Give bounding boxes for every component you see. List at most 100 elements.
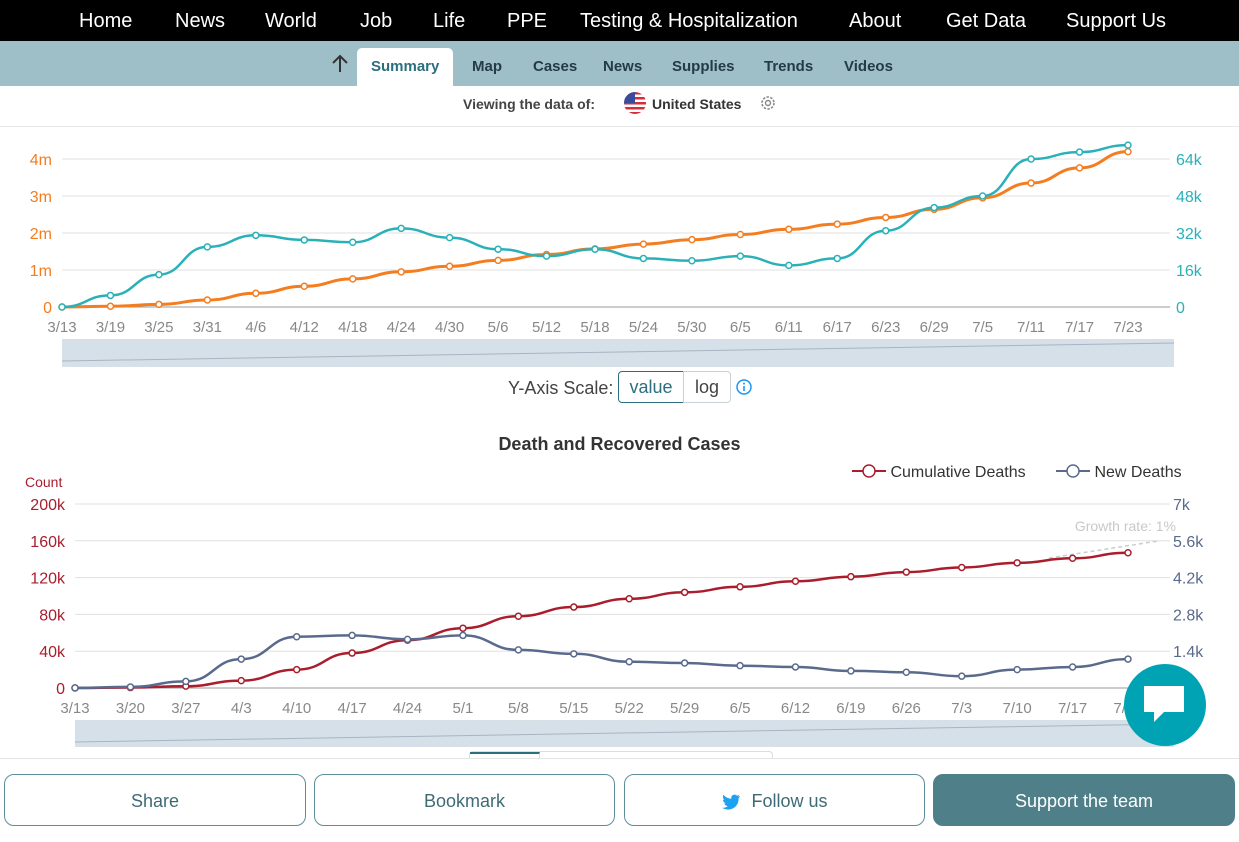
new-deaths-point[interactable] [182, 677, 190, 686]
country-name[interactable]: United States [652, 96, 742, 112]
cumulative-cases-point[interactable] [300, 282, 309, 291]
new-cases-point[interactable] [930, 203, 938, 212]
tab-news[interactable]: News [603, 58, 643, 75]
scale-toggle-partial[interactable] [469, 751, 773, 760]
nav-news[interactable]: News [175, 10, 226, 32]
nav-get-data[interactable]: Get Data [946, 10, 1027, 32]
cumulative-deaths-point[interactable] [514, 612, 523, 620]
new-cases-point[interactable] [1124, 141, 1132, 149]
scale-value-button[interactable]: value [618, 371, 684, 403]
info-icon[interactable] [736, 379, 752, 395]
cumulative-cases-point[interactable] [397, 268, 405, 276]
new-deaths-point[interactable] [1068, 663, 1077, 671]
new-deaths-point[interactable] [736, 661, 744, 670]
new-cases-point[interactable] [639, 254, 648, 263]
follow-us-button[interactable]: Follow us [624, 774, 925, 826]
tab-map[interactable]: Map [472, 58, 502, 75]
new-deaths-point[interactable] [902, 668, 911, 676]
cumulative-deaths-point[interactable] [902, 568, 911, 576]
new-deaths-point[interactable] [514, 646, 523, 654]
cumulative-cases-point[interactable] [881, 213, 890, 222]
new-cases-point[interactable] [203, 243, 212, 251]
new-deaths-point[interactable] [1013, 665, 1021, 674]
cumulative-cases-point[interactable] [252, 289, 260, 298]
new-deaths-point[interactable] [680, 659, 689, 667]
nav-ppe[interactable]: PPE [507, 10, 548, 32]
new-cases-point[interactable] [978, 192, 987, 200]
new-cases-point[interactable] [494, 245, 502, 253]
cumulative-cases-point[interactable] [1075, 164, 1084, 172]
bookmark-button[interactable]: Bookmark [314, 774, 615, 826]
cumulative-cases-point[interactable] [106, 302, 115, 311]
chat-button[interactable] [1124, 664, 1206, 746]
arrow-up-icon[interactable] [329, 53, 351, 75]
cumulative-deaths-point[interactable] [459, 624, 467, 632]
new-cases-point[interactable] [542, 252, 551, 260]
new-cases-point[interactable] [1027, 155, 1035, 163]
tab-trends[interactable]: Trends [764, 58, 814, 75]
new-cases-point[interactable] [397, 224, 405, 233]
new-deaths-point[interactable] [71, 684, 79, 692]
nav-support-us[interactable]: Support Us [1066, 10, 1167, 32]
cumulative-cases-point[interactable] [688, 235, 696, 244]
new-deaths-point[interactable] [237, 655, 246, 663]
cumulative-deaths-point[interactable] [237, 676, 246, 685]
new-cases-point[interactable] [833, 254, 842, 263]
cumulative-deaths-point[interactable] [957, 563, 966, 572]
cumulative-cases-point[interactable] [785, 225, 793, 234]
new-cases-point[interactable] [736, 252, 745, 260]
cumulative-deaths-point[interactable] [570, 603, 578, 611]
tab-cases[interactable]: Cases [533, 58, 578, 75]
new-cases-point[interactable] [591, 245, 599, 253]
cumulative-cases-point[interactable] [639, 240, 648, 248]
new-cases-point[interactable] [1075, 148, 1084, 156]
cumulative-deaths-point[interactable] [348, 649, 356, 657]
cumulative-deaths-point[interactable] [736, 583, 744, 591]
nav-life[interactable]: Life [433, 10, 466, 32]
scale-toggle-active-segment[interactable] [470, 752, 540, 760]
cumulative-cases-point[interactable] [348, 275, 357, 283]
cumulative-cases-point[interactable] [494, 256, 502, 265]
new-deaths-point[interactable] [348, 631, 356, 640]
cumulative-cases-point[interactable] [203, 296, 212, 304]
new-cases-point[interactable] [300, 236, 309, 244]
scale-log-button[interactable]: log [683, 371, 731, 403]
new-deaths-point[interactable] [847, 667, 855, 675]
legend-cumulative-deaths[interactable]: Cumulative Deaths [852, 463, 1026, 482]
new-cases-point[interactable] [881, 226, 890, 235]
nav-world[interactable]: World [265, 10, 317, 32]
tab-supplies[interactable]: Supplies [672, 58, 735, 75]
new-cases-point[interactable] [348, 238, 357, 246]
cumulative-deaths-point[interactable] [791, 577, 800, 586]
new-deaths-point[interactable] [791, 663, 800, 671]
cumulative-cases-point[interactable] [1027, 179, 1035, 187]
cumulative-deaths-point[interactable] [1124, 549, 1132, 557]
cumulative-cases-point[interactable] [445, 262, 454, 271]
new-deaths-point[interactable] [625, 657, 633, 666]
cumulative-deaths-point[interactable] [1013, 559, 1021, 567]
new-cases-point[interactable] [106, 291, 115, 300]
cumulative-cases-point[interactable] [736, 230, 745, 239]
new-deaths-point[interactable] [292, 632, 301, 641]
nav-about[interactable]: About [849, 10, 902, 32]
new-cases-point[interactable] [155, 270, 163, 279]
gear-icon[interactable] [759, 94, 777, 112]
new-cases-point[interactable] [58, 303, 66, 311]
cumulative-deaths-point[interactable] [1068, 554, 1077, 563]
new-deaths-point[interactable] [1124, 655, 1132, 663]
legend-new-deaths[interactable]: New Deaths [1056, 463, 1182, 482]
new-deaths-point[interactable] [126, 683, 135, 691]
tab-summary[interactable]: Summary [357, 48, 454, 86]
new-deaths-point[interactable] [459, 631, 467, 640]
new-deaths-point[interactable] [403, 635, 412, 644]
new-cases-point[interactable] [252, 231, 260, 240]
tab-videos[interactable]: Videos [844, 58, 893, 75]
cumulative-cases-point[interactable] [155, 300, 163, 309]
cumulative-deaths-point[interactable] [680, 588, 689, 597]
cumulative-deaths-point[interactable] [847, 572, 855, 581]
support-team-button[interactable]: Support the team [933, 774, 1235, 826]
cumulative-deaths-point[interactable] [292, 665, 301, 674]
share-button[interactable]: Share [4, 774, 306, 826]
new-cases-point[interactable] [785, 261, 793, 270]
cumulative-cases-point[interactable] [1124, 147, 1132, 156]
